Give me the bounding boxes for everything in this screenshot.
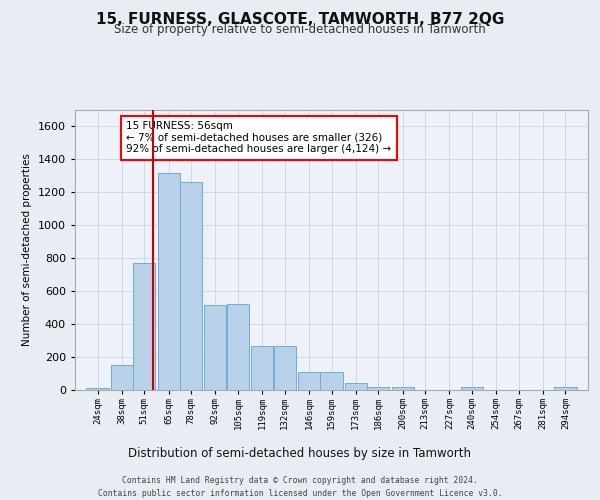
Bar bbox=[158, 172, 179, 390]
Bar bbox=[461, 387, 483, 390]
Bar bbox=[345, 384, 367, 390]
Bar bbox=[554, 387, 577, 390]
Bar bbox=[367, 387, 389, 390]
Bar bbox=[180, 182, 202, 390]
Y-axis label: Number of semi-detached properties: Number of semi-detached properties bbox=[22, 154, 32, 346]
Text: 15 FURNESS: 56sqm
← 7% of semi-detached houses are smaller (326)
92% of semi-det: 15 FURNESS: 56sqm ← 7% of semi-detached … bbox=[127, 121, 391, 154]
Text: Size of property relative to semi-detached houses in Tamworth: Size of property relative to semi-detach… bbox=[114, 22, 486, 36]
Text: Contains HM Land Registry data © Crown copyright and database right 2024.
Contai: Contains HM Land Registry data © Crown c… bbox=[98, 476, 502, 498]
Text: Distribution of semi-detached houses by size in Tamworth: Distribution of semi-detached houses by … bbox=[128, 448, 472, 460]
Bar bbox=[298, 372, 320, 390]
Bar bbox=[133, 263, 155, 390]
Bar bbox=[392, 387, 413, 390]
Bar bbox=[86, 388, 109, 390]
Bar bbox=[227, 304, 249, 390]
Text: 15, FURNESS, GLASCOTE, TAMWORTH, B77 2QG: 15, FURNESS, GLASCOTE, TAMWORTH, B77 2QG bbox=[96, 12, 504, 28]
Bar bbox=[320, 372, 343, 390]
Bar bbox=[274, 346, 296, 390]
Bar bbox=[251, 346, 273, 390]
Bar bbox=[111, 366, 133, 390]
Bar bbox=[205, 305, 226, 390]
